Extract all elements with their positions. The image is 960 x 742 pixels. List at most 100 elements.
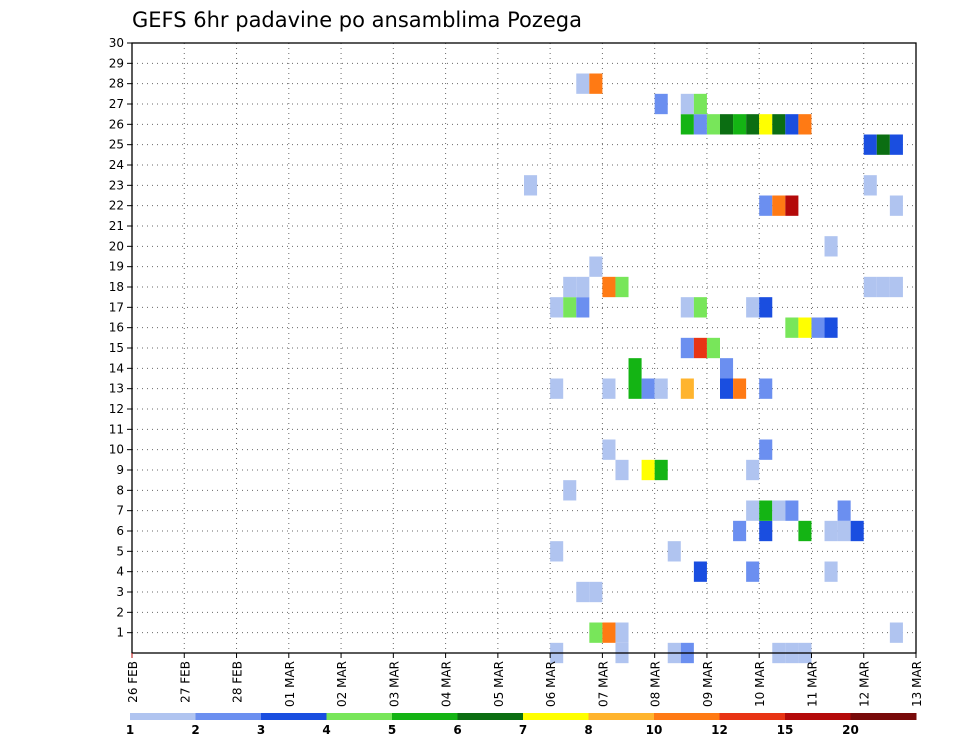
precip-cell	[746, 297, 760, 318]
y-tick-label: 23	[109, 178, 124, 192]
x-tick-label: 05 MAR	[492, 661, 506, 707]
precip-cell	[837, 520, 851, 542]
precip-cell	[759, 297, 773, 318]
precip-cell	[680, 93, 694, 115]
precip-cell	[889, 276, 903, 298]
y-tick-label: 18	[109, 280, 124, 294]
precip-cell	[720, 114, 734, 135]
colorbar-swatch	[785, 713, 851, 720]
precip-cell	[680, 114, 694, 135]
precip-cell	[785, 114, 799, 135]
precip-cell	[641, 459, 655, 481]
precip-cell	[628, 378, 642, 399]
colorbar-label: 3	[257, 723, 265, 737]
precip-cell	[785, 317, 799, 338]
y-tick-label: 21	[109, 219, 124, 233]
precip-cell	[798, 114, 812, 135]
x-tick-label: 10 MAR	[753, 661, 767, 707]
y-tick-label: 1	[116, 626, 124, 640]
colorbar-swatch	[326, 713, 393, 720]
precip-cell	[615, 276, 629, 298]
precip-cell	[602, 276, 616, 298]
precip-cell	[759, 114, 773, 135]
precip-cell	[615, 459, 629, 481]
colorbar-label: 6	[453, 723, 461, 737]
colorbar-label: 7	[519, 723, 527, 737]
precip-cell	[798, 317, 812, 338]
precip-cell	[759, 439, 773, 460]
x-tick-label: 11 MAR	[805, 661, 819, 707]
y-tick-label: 4	[116, 565, 124, 579]
precip-cell	[720, 378, 734, 399]
precip-cell	[733, 520, 747, 542]
colorbar-label: 8	[584, 723, 592, 737]
precip-cell	[772, 195, 786, 216]
precip-cell	[785, 195, 799, 216]
precip-cell	[850, 520, 864, 542]
precip-cell	[863, 134, 877, 155]
precip-cell	[654, 93, 668, 115]
y-tick-label: 14	[109, 361, 124, 375]
precip-cell	[550, 297, 564, 318]
precip-cell	[693, 337, 707, 359]
precip-cell	[772, 500, 786, 521]
precip-cell	[824, 236, 838, 257]
y-tick-label: 15	[109, 341, 124, 355]
colorbar-swatch	[195, 713, 262, 720]
y-tick-label: 24	[109, 158, 124, 172]
precip-cell	[589, 73, 603, 94]
y-tick-label: 11	[109, 422, 124, 436]
y-tick-label: 9	[116, 463, 124, 477]
precip-cell	[576, 297, 590, 318]
precip-cell	[550, 541, 564, 562]
colorbar-swatch	[654, 713, 720, 720]
precip-cell	[889, 134, 903, 155]
precip-cell	[837, 500, 851, 521]
chart-title: GEFS 6hr padavine po ansamblima Pozega	[132, 8, 582, 32]
colorbar-legend: 1 2 3 4 5 6 7 8 10 12 15 20	[126, 713, 917, 737]
y-tick-label: 28	[109, 77, 124, 91]
precip-cell	[863, 175, 877, 196]
precip-cell	[693, 561, 707, 582]
colorbar-swatch	[588, 713, 655, 720]
precip-cell	[589, 622, 603, 643]
precip-cell	[889, 622, 903, 643]
precip-cell	[811, 317, 825, 338]
precip-cell	[759, 378, 773, 399]
colorbar-label: 5	[388, 723, 396, 737]
precip-cell	[693, 114, 707, 135]
x-tick-label: 06 MAR	[544, 661, 558, 707]
precip-cell	[563, 276, 577, 298]
y-tick-label: 2	[116, 605, 124, 619]
precip-cell	[602, 439, 616, 460]
precip-cell	[680, 297, 694, 318]
precip-cell	[615, 622, 629, 643]
precip-cell	[733, 378, 747, 399]
precip-cell	[824, 520, 838, 542]
y-tick-label: 8	[116, 483, 124, 497]
y-tick-label: 12	[109, 402, 124, 416]
y-tick-label: 26	[109, 117, 124, 131]
colorbar-swatch	[130, 713, 196, 720]
x-tick-label: 01 MAR	[283, 661, 297, 707]
x-tick-label: 08 MAR	[649, 661, 663, 707]
y-tick-label: 27	[109, 97, 124, 111]
precip-cell	[876, 134, 890, 155]
colorbar-swatch	[457, 713, 524, 720]
colorbar-swatch	[523, 713, 589, 720]
precip-cell	[524, 175, 538, 196]
precip-cell	[667, 541, 681, 562]
grid-lines	[132, 43, 916, 653]
precip-cell	[746, 459, 760, 481]
y-tick-label: 10	[109, 443, 124, 457]
precip-cell	[563, 297, 577, 318]
precip-cell	[589, 256, 603, 277]
precip-cell	[733, 114, 747, 135]
colorbar-swatch	[719, 713, 786, 720]
precip-cell	[576, 581, 590, 603]
colorbar-swatch	[261, 713, 327, 720]
x-tick-label: 07 MAR	[596, 661, 610, 707]
y-tick-label: 29	[109, 56, 124, 70]
precip-cell	[680, 337, 694, 359]
y-tick-label: 20	[109, 239, 124, 253]
